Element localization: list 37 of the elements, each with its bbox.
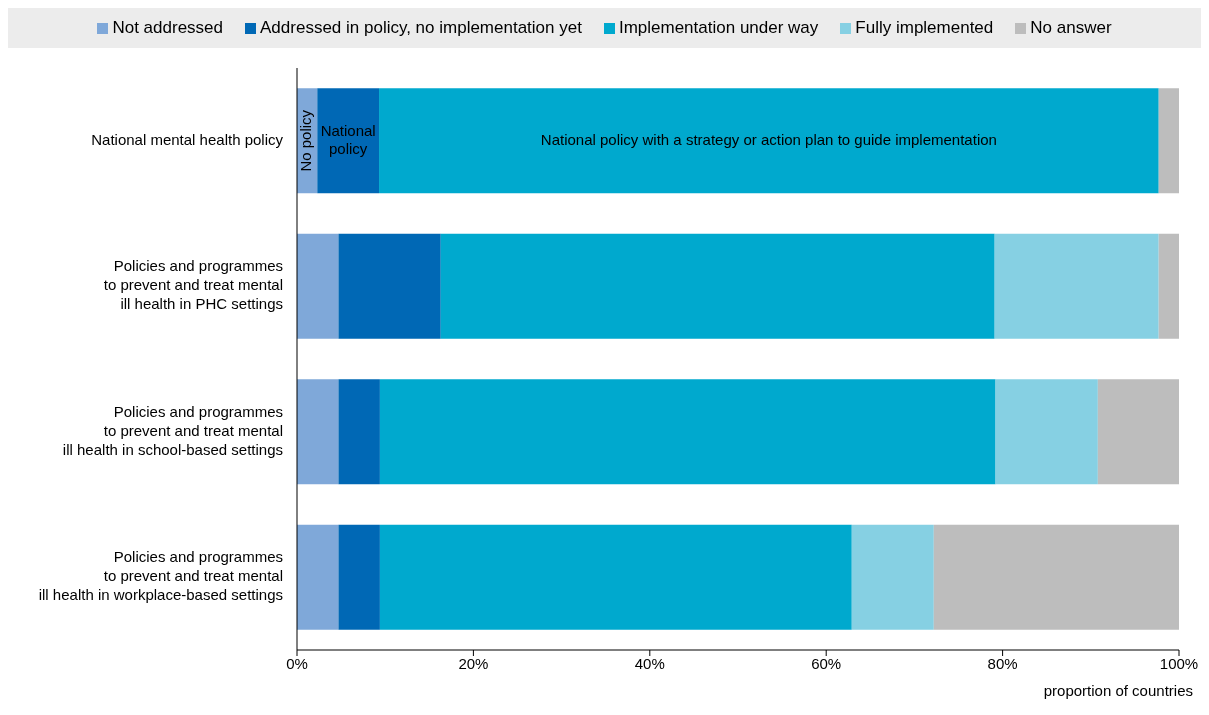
annotation: National policy — [320, 121, 376, 157]
bar — [297, 233, 339, 339]
legend-label: Addressed in policy, no implementation yet — [259, 18, 582, 38]
bar — [994, 233, 1159, 339]
legend-label: No answer — [1029, 18, 1112, 38]
x-tick-label: 20% — [458, 654, 489, 672]
bar — [379, 379, 996, 485]
x-tick-label: 0% — [286, 654, 308, 672]
bar — [297, 524, 339, 630]
x-axis-title: proportion of countries — [1043, 682, 1193, 699]
y-tick-label: Policies and programmes to prevent and treat mental ill health in PHC settings — [103, 257, 283, 313]
x-tick-label: 60% — [811, 654, 842, 672]
bar — [338, 233, 441, 339]
y-tick-label: Policies and programmes to prevent and treat mental ill health in workplace-based settings — [38, 548, 283, 604]
legend-label: Not addressed — [111, 18, 224, 38]
x-tick-label: 40% — [634, 654, 665, 672]
x-tick-label: 80% — [987, 654, 1018, 672]
x-tick-label: 100% — [1159, 654, 1199, 672]
legend-label: Implementation under way — [617, 18, 819, 38]
bar — [851, 524, 934, 630]
bar — [338, 524, 380, 630]
bar — [1097, 379, 1179, 485]
y-tick-label: Policies and programmes to prevent and treat mental ill health in school-based settings — [62, 402, 283, 458]
annotation: No policy — [297, 109, 315, 172]
bar — [379, 88, 1159, 194]
bar — [379, 524, 852, 630]
annotation: National policy with a strategy or action plan to guide implementation — [540, 130, 997, 148]
y-tick-label: National mental health policy — [91, 130, 284, 148]
bar — [440, 233, 995, 339]
bar — [995, 379, 1098, 485]
bar — [317, 88, 380, 194]
bar — [933, 524, 1179, 630]
bar — [1158, 88, 1179, 194]
bar — [1158, 233, 1179, 339]
legend-label: Fully implemented — [854, 18, 994, 38]
bar — [338, 379, 380, 485]
bar — [297, 379, 339, 485]
